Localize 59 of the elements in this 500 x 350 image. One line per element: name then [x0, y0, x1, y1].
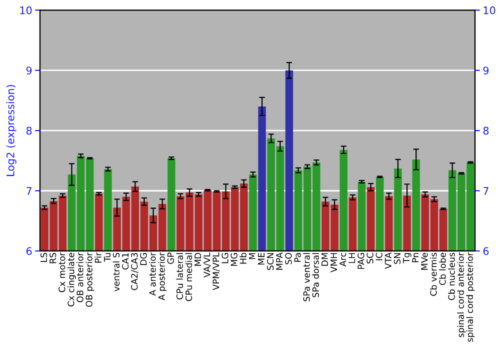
x-tick-label: CPu lateral [176, 253, 184, 300]
x-tick-label: Pa [294, 253, 301, 262]
y2-tick-label: 6 [483, 247, 489, 256]
x-tick-label: SPa ventral [303, 253, 310, 302]
x-tick-label: LH [348, 253, 356, 263]
x-tick-label: MG [230, 253, 238, 266]
x-tick-label: VTA [384, 252, 392, 269]
x-tick-label: M [249, 253, 256, 260]
x-tick-label: DG [140, 253, 147, 265]
x-tick-label: MPA [276, 252, 283, 270]
x-tick-label: CPu medial [185, 253, 192, 302]
x-tick-label: SO [285, 252, 292, 264]
y-tick-label: 8 [26, 126, 32, 135]
x-tick-label: Tg [403, 253, 412, 264]
x-tick-label: IC [376, 252, 382, 260]
x-tick-label: SCN [267, 253, 274, 270]
x-tick-label: Hb [240, 252, 246, 264]
x-tick-label: VPM/VPL [212, 252, 220, 290]
x-tick-label: SPa dorsal [312, 253, 319, 298]
y-tick-label: 9 [26, 66, 32, 74]
y-axis-title: Log2 (expression) [6, 85, 16, 176]
x-tick-label: MD [194, 252, 202, 266]
x-tick-label: spinal cord anterior [457, 252, 466, 338]
x-tick-label: PAG [358, 253, 364, 269]
x-tick-label: SC [366, 252, 374, 264]
x-tick-label: ventral S [112, 252, 120, 292]
x-tick-label: LG [222, 253, 228, 264]
y2-tick-label: 10 [484, 6, 496, 14]
x-tick-label: Arc [340, 252, 346, 266]
y-tick-label: 6 [26, 247, 32, 256]
x-tick-label: SN [394, 253, 401, 264]
y-tick-label: 10 [20, 6, 32, 14]
y2-tick-label: 7 [483, 187, 488, 195]
x-tick-label: OB posterior [86, 252, 94, 307]
y2-tick-label: 9 [483, 66, 489, 74]
x-tick-label: Cb lobe [439, 252, 446, 286]
x-tick-label: ME [258, 252, 264, 265]
x-tick-label: GP [167, 252, 174, 264]
x-tick-label: Pn [412, 253, 419, 262]
x-tick-label: CA1 [122, 253, 129, 270]
x-tick-label: LS [40, 252, 48, 262]
x-tick-label: OB anterior [76, 252, 84, 302]
x-tick-label: Cb nucleus [448, 252, 455, 300]
x-tick-label: A posterior [158, 252, 167, 300]
x-tick-label: VMH [330, 253, 337, 272]
x-tick-label: Cb vermis [430, 252, 437, 296]
x-tick-label: CA2/CA3 [131, 253, 138, 290]
x-tick-label: DM [322, 253, 328, 266]
x-tick-label: Cx cingulate [67, 252, 76, 306]
x-tick-label: Tu [104, 253, 111, 262]
x-tick-label: A anterior [149, 252, 156, 296]
x-tick-label: VA/VL [204, 252, 211, 278]
x-tick-label: Cx motor [58, 252, 66, 292]
x-tick-label: RS [50, 252, 56, 264]
x-tick-label: MVe [421, 252, 428, 270]
x-tick-label: spinal cord posterior [466, 252, 475, 342]
y-tick-label: 7 [26, 187, 32, 195]
y2-tick-label: 8 [483, 126, 489, 135]
x-tick-label: Pir [94, 252, 102, 263]
